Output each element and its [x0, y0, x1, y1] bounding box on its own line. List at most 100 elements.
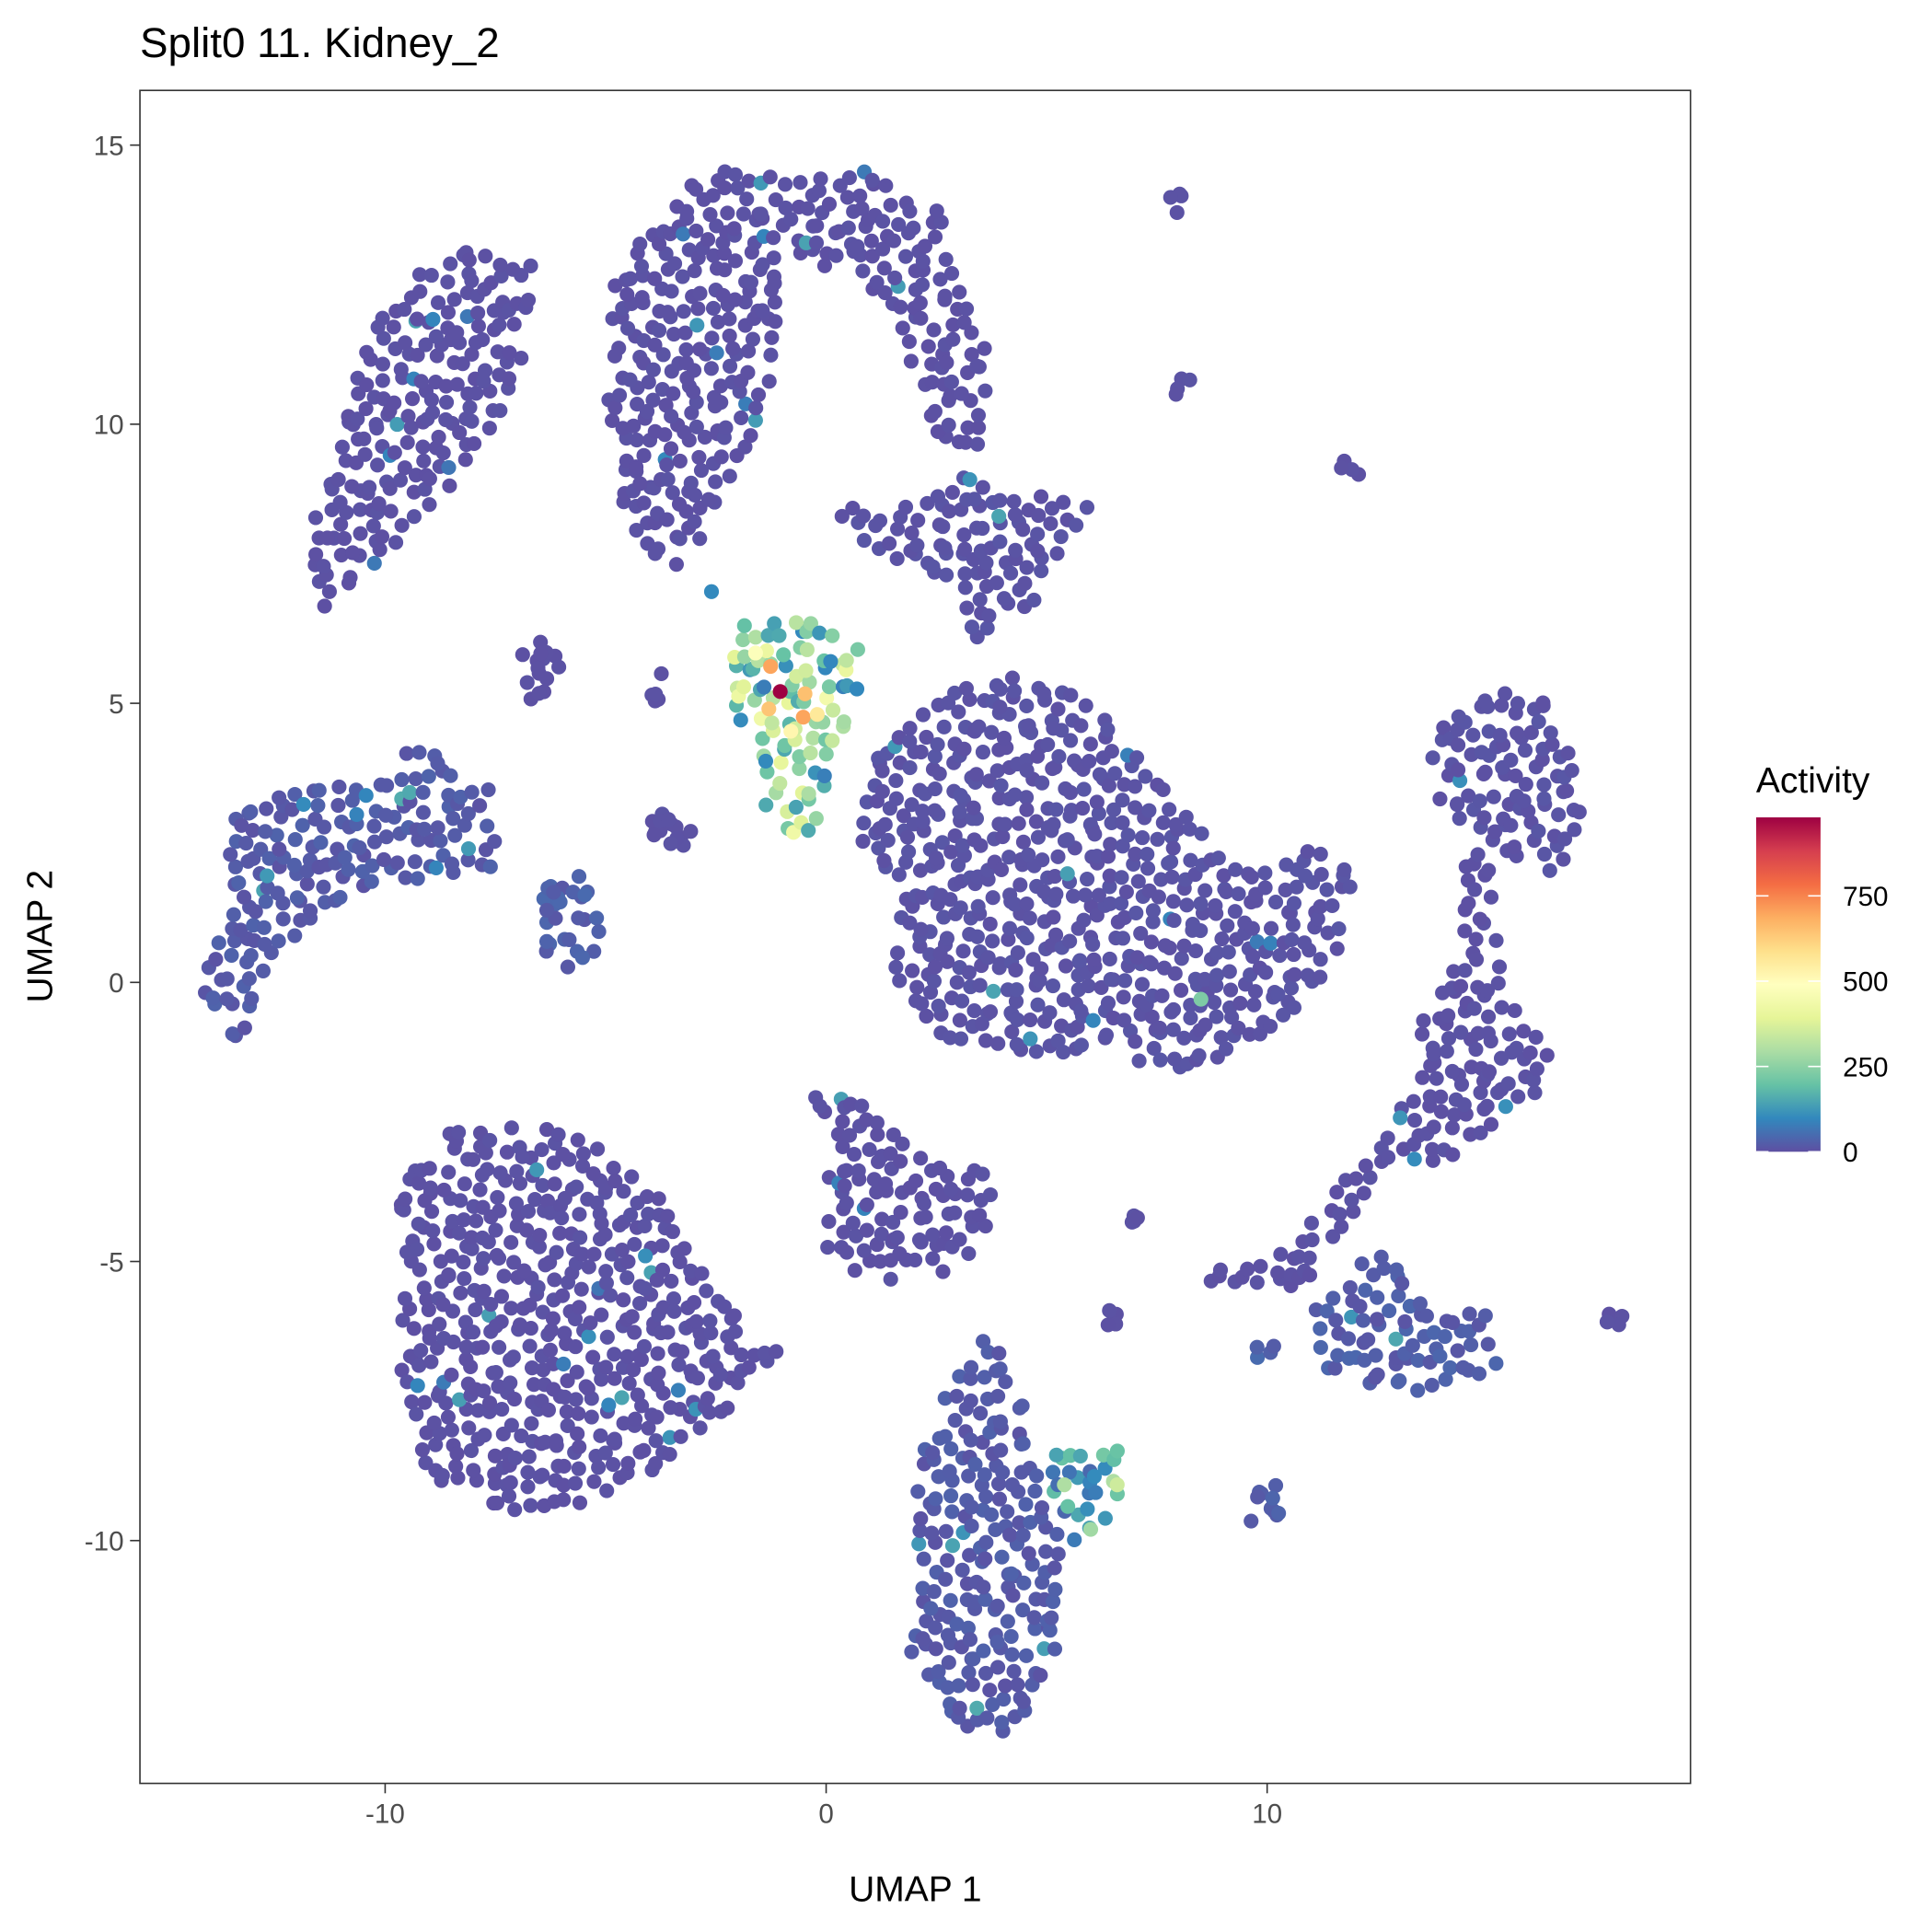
data-point: [433, 833, 448, 849]
data-point: [411, 267, 428, 283]
data-point: [432, 1316, 447, 1332]
data-point: [440, 274, 456, 290]
data-point: [982, 1683, 998, 1698]
data-point: [1046, 1593, 1061, 1610]
data-point: [753, 206, 769, 222]
data-point: [577, 887, 593, 903]
data-point: [1412, 1296, 1428, 1312]
data-point: [444, 1367, 459, 1382]
x-tick-label: -10: [365, 1799, 405, 1830]
data-point: [1526, 1072, 1542, 1088]
data-point: [648, 686, 664, 702]
data-point: [783, 723, 799, 739]
data-point: [834, 508, 850, 525]
data-point: [1015, 834, 1032, 850]
data-point: [1444, 1120, 1460, 1136]
data-point: [1510, 696, 1525, 711]
data-point: [943, 892, 958, 908]
data-point: [961, 965, 977, 980]
data-point: [1410, 1352, 1426, 1368]
data-point: [1452, 978, 1469, 994]
data-point: [1477, 764, 1493, 780]
data-point: [647, 337, 663, 353]
data-point: [930, 736, 945, 752]
data-point: [1146, 1040, 1162, 1057]
data-point: [1168, 387, 1184, 402]
data-point: [735, 679, 752, 695]
data-point: [1222, 982, 1239, 998]
data-point: [366, 834, 383, 850]
data-point: [874, 783, 890, 799]
data-point: [985, 933, 1001, 949]
data-point: [616, 1184, 631, 1199]
data-point: [877, 285, 893, 301]
data-point: [896, 808, 911, 824]
data-point: [720, 1400, 735, 1416]
data-point: [446, 292, 462, 307]
data-point: [1045, 978, 1061, 994]
data-point: [275, 911, 291, 927]
data-point: [835, 1139, 850, 1155]
data-point: [1267, 894, 1284, 910]
data-point: [1355, 1313, 1371, 1328]
data-point: [349, 806, 364, 823]
data-point: [477, 1428, 492, 1443]
data-point: [710, 314, 726, 330]
data-point: [1216, 868, 1232, 884]
data-point: [1079, 500, 1095, 515]
data-point: [966, 832, 982, 848]
data-point: [674, 1344, 690, 1359]
data-point: [523, 258, 538, 273]
data-point: [383, 503, 399, 519]
data-point: [358, 788, 374, 804]
data-point: [533, 645, 549, 662]
data-point: [776, 647, 792, 663]
data-point: [772, 684, 788, 700]
data-point: [287, 832, 303, 848]
data-point: [1490, 976, 1506, 991]
data-point: [571, 869, 587, 885]
data-point: [1442, 1359, 1458, 1376]
data-point: [1488, 932, 1504, 948]
data-point: [869, 274, 885, 290]
data-point: [332, 889, 348, 906]
data-point: [532, 1227, 548, 1244]
data-point: [938, 1225, 954, 1241]
data-point: [958, 680, 974, 697]
data-point: [607, 1371, 622, 1386]
data-point: [547, 1272, 562, 1288]
data-point: [647, 423, 663, 439]
data-point: [226, 907, 241, 922]
data-point: [476, 1383, 492, 1399]
data-point: [1005, 1588, 1021, 1603]
data-point: [629, 522, 644, 538]
data-point: [1267, 1477, 1284, 1494]
data-point: [919, 1008, 934, 1024]
data-point: [722, 469, 737, 484]
data-point: [594, 1216, 609, 1232]
data-point: [1473, 1125, 1488, 1140]
data-point: [735, 206, 751, 222]
data-point: [521, 1449, 537, 1464]
data-point: [1001, 920, 1018, 936]
data-point: [620, 1455, 636, 1471]
data-point: [660, 1325, 676, 1340]
data-point: [406, 1321, 422, 1336]
data-point: [949, 1616, 965, 1632]
data-point: [1416, 1012, 1431, 1029]
data-point: [944, 1538, 961, 1554]
data-point: [455, 356, 470, 372]
data-point: [973, 1406, 989, 1421]
data-point: [1208, 897, 1223, 914]
data-point: [990, 1388, 1006, 1405]
data-point: [621, 1375, 637, 1392]
data-point: [457, 817, 472, 833]
data-point: [411, 1262, 427, 1278]
data-point: [403, 420, 419, 435]
data-point: [236, 889, 252, 905]
data-point: [1144, 1009, 1160, 1024]
x-axis: -10 0 10: [365, 1783, 1282, 1830]
data-point: [1438, 1371, 1453, 1387]
data-point: [931, 766, 947, 781]
